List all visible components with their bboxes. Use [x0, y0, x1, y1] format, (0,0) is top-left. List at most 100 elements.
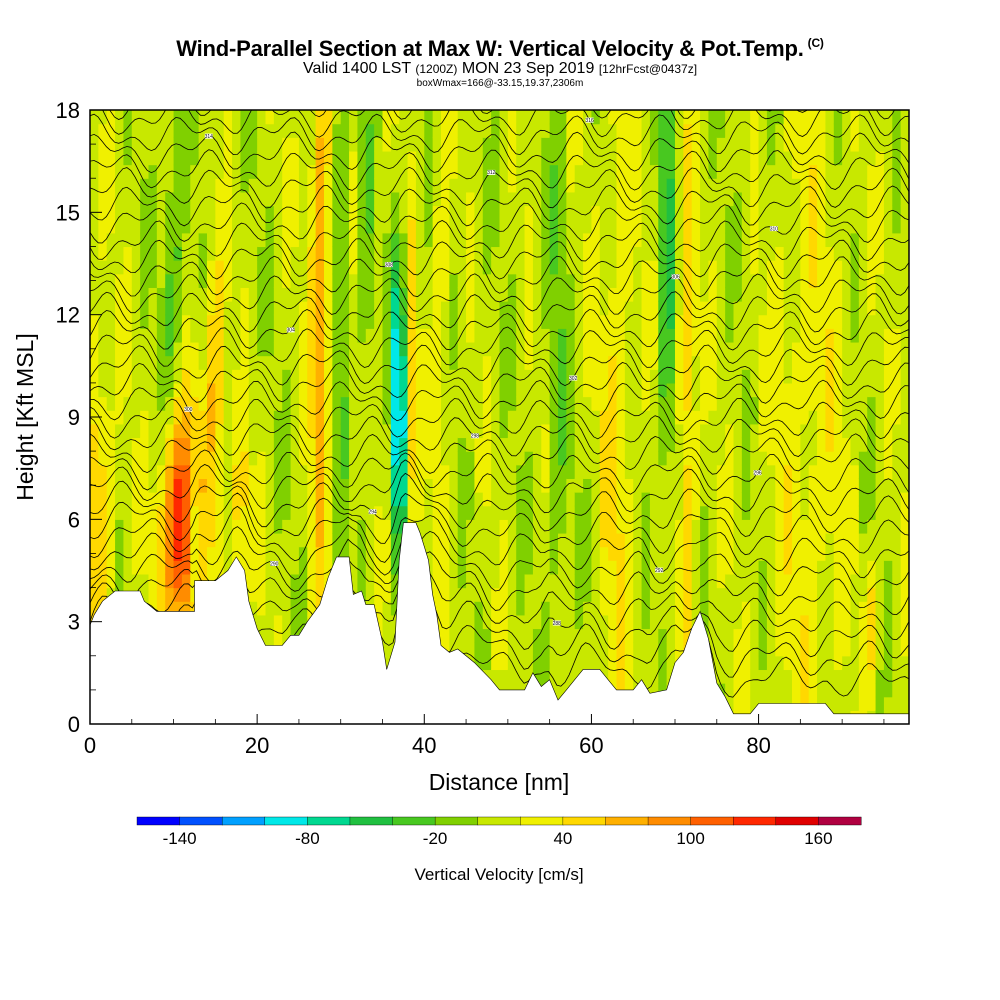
- field-cell: [800, 314, 810, 329]
- field-cell: [775, 219, 785, 234]
- field-cell: [307, 205, 317, 220]
- field-cell: [541, 273, 551, 288]
- field-cell: [441, 614, 450, 630]
- field-cell: [165, 219, 175, 234]
- field-cell: [207, 410, 216, 425]
- field-cell: [173, 546, 183, 561]
- field-cell: [733, 587, 743, 602]
- field-cell: [867, 246, 877, 261]
- field-cell: [273, 532, 283, 548]
- field-cell: [466, 219, 476, 234]
- field-cell: [691, 492, 701, 507]
- field-cell: [491, 642, 501, 657]
- field-cell: [131, 205, 141, 220]
- field-cell: [658, 601, 668, 616]
- field-cell: [407, 232, 417, 248]
- field-cell: [390, 328, 400, 343]
- field-cell: [190, 560, 200, 575]
- field-cell: [215, 451, 225, 466]
- field-cell: [624, 396, 634, 411]
- field-cell: [850, 478, 860, 493]
- field-cell: [273, 301, 283, 316]
- field-cell: [232, 492, 242, 507]
- field-cell: [140, 150, 150, 166]
- field-cell: [716, 601, 726, 616]
- field-cell: [240, 532, 250, 548]
- field-cell: [850, 369, 860, 384]
- field-cell: [758, 464, 768, 479]
- field-cell: [240, 314, 250, 329]
- field-cell: [165, 478, 175, 493]
- field-cell: [290, 614, 300, 630]
- field-cell: [282, 341, 292, 357]
- field-cell: [507, 614, 517, 630]
- field-cell: [106, 573, 116, 589]
- field-cell: [273, 396, 283, 411]
- field-cell: [131, 532, 141, 548]
- field-cell: [123, 191, 133, 207]
- field-cell: [499, 396, 509, 411]
- field-cell: [750, 150, 760, 166]
- field-cell: [725, 519, 735, 534]
- field-cell: [633, 628, 643, 643]
- field-cell: [315, 546, 325, 561]
- field-cell: [499, 178, 509, 193]
- field-cell: [516, 164, 526, 179]
- field-cell: [491, 451, 501, 466]
- field-cell: [675, 205, 684, 220]
- field-cell: [658, 437, 668, 452]
- field-cell: [725, 396, 735, 411]
- field-cell: [725, 355, 735, 370]
- field-cell: [566, 437, 576, 452]
- field-cell: [716, 328, 726, 343]
- field-cell: [90, 355, 99, 370]
- field-cell: [691, 451, 701, 466]
- field-cell: [324, 437, 333, 452]
- field-cell: [516, 301, 526, 316]
- field-cell: [432, 205, 442, 220]
- field-cell: [491, 396, 501, 411]
- field-cell: [90, 396, 99, 411]
- field-cell: [257, 560, 267, 575]
- field-cell: [332, 260, 342, 275]
- field-cell: [833, 628, 843, 643]
- field-cell: [892, 492, 902, 507]
- field-cell: [131, 410, 141, 425]
- field-cell: [708, 355, 718, 370]
- field-cell: [424, 396, 434, 411]
- isentrope-label: 292: [655, 568, 664, 574]
- field-cell: [131, 573, 141, 589]
- field-cell: [616, 601, 626, 616]
- field-cell: [658, 505, 668, 520]
- field-cell: [424, 123, 434, 138]
- field-cell: [817, 410, 827, 425]
- field-cell: [207, 437, 216, 452]
- field-cell: [833, 123, 843, 138]
- field-cell: [616, 219, 626, 234]
- field-cell: [541, 519, 551, 534]
- field-cell: [340, 396, 350, 411]
- field-cell: [298, 328, 308, 343]
- field-cell: [808, 560, 818, 575]
- field-cell: [240, 546, 250, 561]
- field-cell: [641, 355, 651, 370]
- field-cell: [867, 369, 877, 384]
- field-cell: [708, 110, 718, 125]
- field-cell: [424, 519, 434, 534]
- field-cell: [733, 164, 743, 179]
- colorbar-swatch: [647, 816, 692, 826]
- field-cell: [558, 437, 567, 452]
- field-cell: [675, 532, 684, 548]
- field-cell: [741, 573, 751, 589]
- field-cell: [825, 437, 835, 452]
- field-cell: [558, 232, 567, 248]
- field-cell: [123, 341, 133, 357]
- field-cell: [223, 246, 233, 261]
- field-cell: [248, 587, 258, 602]
- field-cell: [624, 464, 634, 479]
- field-cell: [357, 191, 367, 207]
- field-cell: [140, 328, 150, 343]
- field-cell: [441, 519, 450, 534]
- field-cell: [583, 423, 593, 439]
- field-cell: [240, 410, 250, 425]
